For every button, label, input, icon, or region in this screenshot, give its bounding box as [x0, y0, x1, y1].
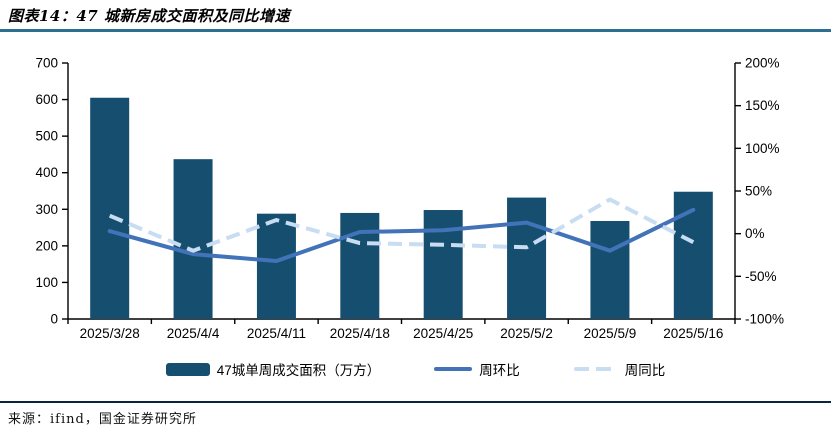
left-axis-tick-label: 700	[35, 56, 58, 71]
left-axis-tick-label: 0	[50, 312, 58, 327]
x-axis-category-label: 2025/3/28	[80, 326, 140, 341]
x-axis-category-label: 2025/4/11	[247, 326, 306, 341]
wow-line-path	[107, 207, 696, 263]
title-divider	[0, 29, 831, 32]
right-axis-tick-label: 150%	[745, 98, 780, 113]
wow-line-swatch	[434, 367, 473, 371]
chart-svg: 0 100 200 300 400 500 600 700 -100% -50% 0% 50% 100%…	[35, 56, 784, 342]
left-axis-tick-label: 600	[35, 92, 58, 107]
left-axis-tick-label: 100	[35, 275, 58, 290]
yoy-line-swatch	[573, 367, 618, 371]
bar-2025/4/11	[256, 213, 296, 319]
right-axis-tick-label: 100%	[745, 141, 780, 156]
bar-2025/4/18	[340, 212, 380, 319]
right-axis-tick-label: -50%	[745, 269, 777, 284]
yoy-line-label: 周同比	[624, 363, 666, 378]
right-axis-tick-label: 50%	[745, 184, 772, 199]
bar-series-label: 47城单周成交面积（万方）	[216, 363, 381, 378]
chart-area: 0 100 200 300 400 500 600 700 -100% -50% 0% 50% 100%…	[0, 40, 831, 342]
right-axis-tick-label: -100%	[745, 312, 784, 327]
chart-title: 图表14：47 城新房成交面积及同比增速	[8, 7, 290, 25]
x-axis-category-label: 2025/4/18	[330, 326, 390, 341]
source-note: 来源：ifind，国金证券研究所	[8, 412, 197, 427]
legend-item-wow-line: 周环比	[434, 359, 520, 379]
left-axis-tick-label: 500	[35, 129, 58, 144]
bar-series-swatch	[165, 362, 210, 376]
right-axis-tick-label: 200%	[745, 56, 780, 71]
x-axis-category-label: 2025/5/9	[584, 326, 637, 341]
right-axis-tick-label: 0%	[745, 226, 765, 241]
legend-item-yoy-line: 周同比	[573, 359, 666, 379]
bar-2025/5/2	[507, 197, 547, 319]
x-axis-category-label: 2025/4/4	[167, 326, 220, 341]
left-axis-tick-label: 400	[35, 165, 58, 180]
x-axis-category-label: 2025/5/16	[663, 326, 723, 341]
left-axis-tick-label: 300	[35, 202, 58, 217]
chart-legend: 47城单周成交面积（万方） 周环比 周同比	[0, 357, 831, 381]
footer-divider	[0, 401, 831, 403]
bar-2025/5/9	[590, 220, 630, 319]
bar-2025/3/28	[90, 97, 130, 319]
x-axis-category-label: 2025/4/25	[413, 326, 473, 341]
bar-2025/4/4	[173, 159, 213, 319]
bar-2025/4/25	[423, 210, 463, 319]
wow-line-label: 周环比	[479, 363, 520, 378]
left-axis-tick-label: 200	[35, 238, 58, 253]
x-axis-category-label: 2025/5/2	[500, 326, 553, 341]
legend-item-bar-series: 47城单周成交面积（万方）	[165, 359, 381, 379]
bar-2025/5/16	[673, 191, 713, 319]
yoy-line-path	[108, 197, 695, 253]
